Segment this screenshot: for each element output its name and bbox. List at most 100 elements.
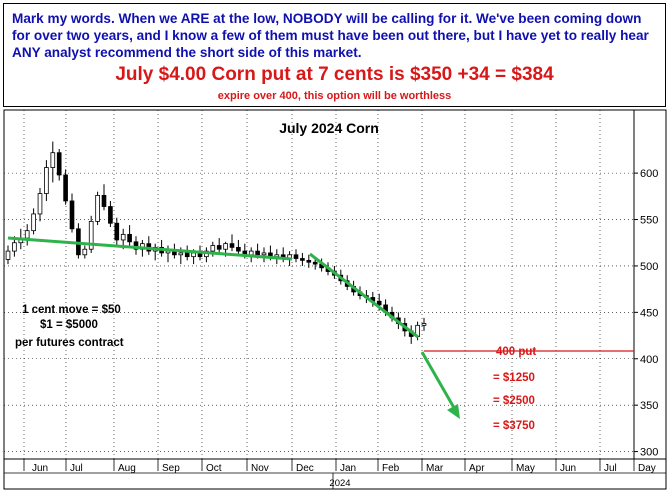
candle [63,169,68,205]
option-subline: expire over 400, this option will be wor… [217,90,452,102]
candle-body [5,250,11,260]
candle [101,184,107,211]
candle [216,238,222,253]
y-axis-ticks: 300 350 400 450 500 550 600 [634,168,658,459]
candle-body [50,152,56,168]
y-tick-label: 500 [640,261,658,273]
candle-body [69,200,75,230]
candle-body [95,194,100,222]
candle-body [421,323,427,326]
candle-body [191,252,196,258]
year-label: 2024 [329,478,350,489]
candle-body [114,222,120,241]
candle [261,247,267,263]
y-tick-label: 400 [640,354,658,366]
candle-body [248,250,254,256]
candle-body [12,242,17,252]
candle [108,200,113,227]
candle-body [261,252,267,256]
candle [184,245,190,261]
commentary-text: Mark my words. When we ARE at the low, N… [12,11,649,60]
candle-body [184,252,190,258]
projection-arrow-line [420,351,459,414]
per-contract-note: per futures contract [15,337,124,349]
candle-body [229,243,235,248]
candle-body [63,174,68,202]
candle-body [88,220,94,250]
candle-body [44,167,49,194]
candle [5,245,11,265]
candle [236,239,241,255]
x-tick-label: Feb [382,463,400,474]
cent-move-note: 1 cent move = $50 [22,304,121,316]
y-tick-label: 350 [640,400,658,412]
candle-body [37,193,43,215]
candle-body [216,245,222,250]
x-tick-label: Jul [604,463,617,474]
candle-body [101,194,107,207]
candle [114,217,120,246]
x-tick-label: Dec [296,463,314,474]
candle [306,254,312,268]
x-tick-label: Nov [251,463,269,474]
candle [127,225,132,246]
candle-body [56,152,62,176]
candle [293,249,299,263]
candle [50,141,56,183]
commentary-header: Mark my words. When we ARE at the low, N… [3,3,666,107]
candle [229,234,235,252]
candle-body [306,259,312,263]
candle [88,215,94,253]
candle-body [82,248,88,256]
y-tick-label: 600 [640,168,658,180]
candle-body [178,252,184,256]
dollar-note: $1 = $5000 [40,319,98,331]
x-tick-label: Apr [469,463,485,474]
candle-body [376,300,382,306]
x-tick-label: Jul [70,463,83,474]
trendlines [7,236,460,419]
x-tick-label: Day [638,463,656,474]
candle-body [108,206,113,224]
x-axis-ticks: Jun Jul Aug Sep Oct Nov Dec Jan Feb Mar Apr May Jun J… [4,459,666,489]
candle [421,317,427,331]
put-value-1250: = $1250 [493,372,535,384]
x-tick-label: Oct [206,463,222,474]
candle [69,193,75,233]
put-value-3750: = $3750 [493,420,535,432]
candle [31,208,36,235]
candle-body [24,230,30,239]
candle [300,252,305,266]
option-headline: July $4.00 Corn put at 7 cents is $350 +… [115,64,554,85]
candle [95,191,100,226]
candle [56,148,62,181]
candle-body [223,243,228,250]
candle-body [300,258,305,261]
y-axis-panel [633,109,667,460]
candle [133,236,139,255]
candle [76,223,81,259]
candle-body [133,241,139,250]
x-tick-label: Mar [426,463,444,474]
projection-arrowhead [447,404,460,419]
x-tick-label: Jan [340,463,356,474]
chart-title: July 2024 Corn [279,120,379,136]
candle [37,187,43,222]
candle-body [31,213,36,232]
x-tick-label: Sep [162,463,180,474]
candle-body [255,250,260,256]
x-tick-label: Aug [118,463,136,474]
candle-body [210,245,216,252]
put-label: 400 put [496,346,536,358]
y-tick-label: 550 [640,215,658,227]
candle [44,160,49,201]
plot-area [3,109,635,460]
put-value-2500: = $2500 [493,395,535,407]
candle-body [127,233,132,243]
x-tick-label: Jun [560,463,576,474]
candle-body [293,254,299,259]
y-tick-label: 300 [640,447,658,459]
trendline-long-term [7,236,293,261]
candle-body [236,246,241,252]
